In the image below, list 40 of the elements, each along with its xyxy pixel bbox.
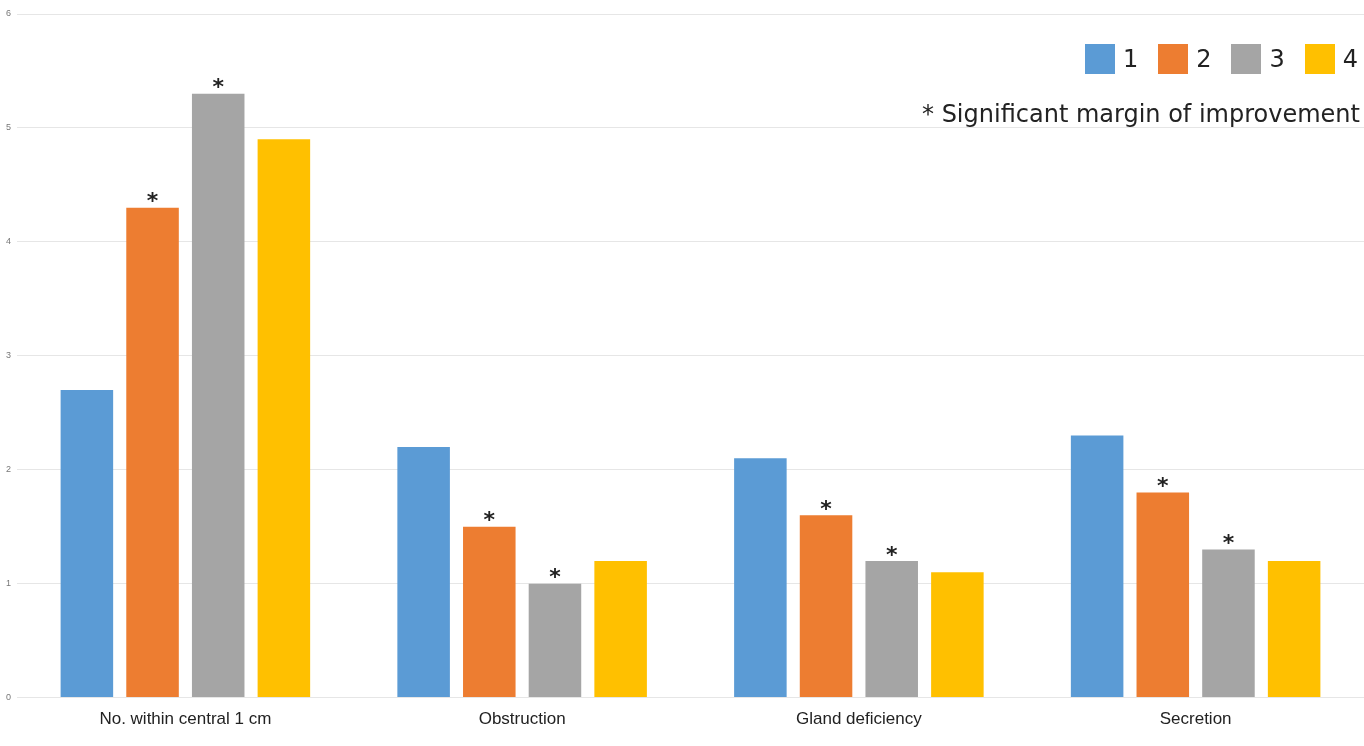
bar (60, 389, 114, 698)
bar (1070, 435, 1124, 698)
data-label: * (549, 564, 562, 590)
bar (528, 583, 582, 698)
y-tick-label: 4 (5, 236, 12, 247)
data-label: * (212, 74, 225, 100)
data-label: * (1157, 473, 1170, 499)
bar (1267, 560, 1321, 698)
y-tick-label: 6 (5, 8, 12, 19)
bar (397, 446, 450, 698)
bar (191, 93, 245, 698)
data-label: * (1222, 530, 1235, 556)
legend-label: 3 (1269, 45, 1285, 73)
x-tick-label: No. within central 1 cm (99, 709, 272, 729)
bar (734, 458, 787, 698)
bar (931, 572, 984, 698)
bar (865, 560, 918, 698)
bar (257, 139, 311, 698)
x-tick-label: Gland deficiency (796, 709, 923, 729)
data-label: * (885, 541, 898, 567)
legend-label: 2 (1196, 45, 1212, 73)
y-tick-label: 0 (5, 692, 12, 703)
x-tick-label: Obstruction (478, 709, 566, 729)
legend-label: 4 (1342, 45, 1358, 73)
y-tick-label: 5 (5, 122, 12, 133)
y-tick-label: 2 (5, 464, 12, 475)
data-label: * (483, 507, 496, 533)
bar (594, 560, 647, 698)
bar (1136, 492, 1190, 698)
annotation: * Significant margin of improvement (922, 100, 1360, 128)
y-tick-label: 1 (5, 578, 12, 589)
bar (126, 207, 179, 698)
data-label: * (820, 496, 833, 522)
bar (799, 515, 853, 698)
data-label: * (146, 188, 159, 214)
legend-label: 1 (1122, 45, 1139, 73)
y-tick-label: 3 (5, 350, 12, 361)
bar (1202, 549, 1255, 698)
x-tick-label: Secretion (1159, 709, 1232, 729)
bar (463, 526, 516, 698)
